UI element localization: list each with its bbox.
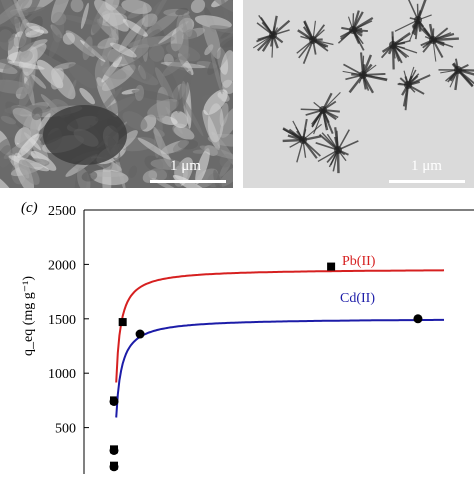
data-point-square	[327, 263, 335, 271]
tem-cluster-core	[414, 16, 422, 24]
adsorption-chart: 05001000150020002500q_eq (mg g⁻¹)Pb(II)C…	[0, 192, 474, 474]
tem-cluster-core	[334, 146, 342, 154]
tem-micrograph: 1 μm	[243, 0, 474, 188]
data-point-circle	[110, 462, 119, 471]
sem-scale-bar	[150, 180, 226, 183]
y-tick-label: 1000	[48, 367, 76, 382]
chart-svg: 05001000150020002500q_eq (mg g⁻¹)Pb(II)C…	[0, 192, 474, 474]
fit-curve-pbii	[116, 270, 444, 382]
series-label: Pb(II)	[342, 254, 376, 269]
tem-cluster-core	[404, 81, 412, 89]
sem-scale-label: 1 μm	[170, 158, 201, 175]
tem-cluster-core	[359, 71, 367, 79]
tem-cluster-core	[299, 136, 307, 144]
tem-cluster-core	[349, 26, 357, 34]
data-point-circle	[110, 397, 119, 406]
data-point-circle	[110, 446, 119, 455]
tem-scale-label: 1 μm	[411, 158, 442, 175]
sem-dark-void	[43, 105, 127, 165]
y-tick-label: 1500	[48, 313, 76, 328]
tem-cluster-core	[389, 41, 397, 49]
y-tick-label: 2500	[48, 204, 76, 219]
y-tick-label: 500	[55, 422, 76, 437]
tem-cluster-core	[429, 36, 437, 44]
tem-cluster-core	[454, 66, 462, 74]
tem-cluster-core	[269, 31, 277, 39]
data-point-circle	[136, 330, 145, 339]
data-point-circle	[413, 314, 422, 323]
series-label: Cd(II)	[340, 291, 375, 306]
data-point-square	[119, 318, 127, 326]
sem-micrograph: 1 μm	[0, 0, 233, 188]
tem-scale-bar	[389, 180, 465, 183]
y-axis-label: q_eq (mg g⁻¹)	[21, 276, 36, 356]
tem-cluster-core	[309, 36, 317, 44]
y-tick-label: 2000	[48, 258, 76, 273]
fit-curve-cdii	[116, 320, 444, 418]
tem-cluster-core	[319, 106, 327, 114]
